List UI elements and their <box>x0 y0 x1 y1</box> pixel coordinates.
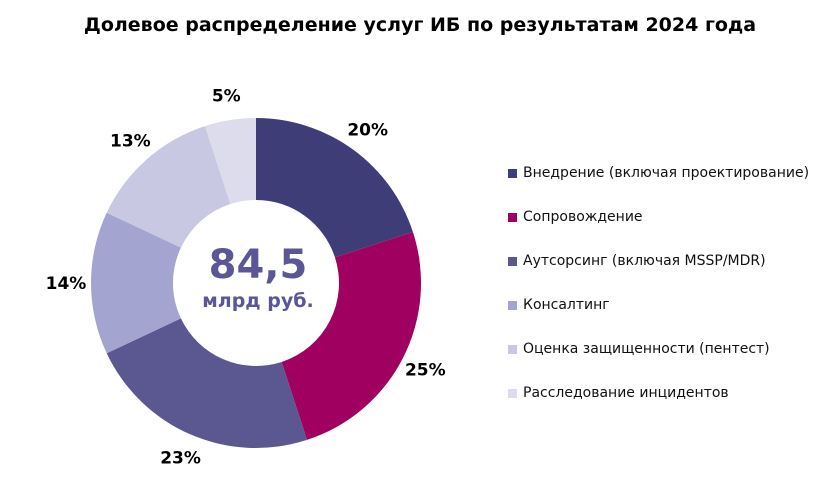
legend-label: Оценка защищенности (пентест) <box>523 341 770 357</box>
donut-slice <box>281 232 421 440</box>
legend-item: Консалтинг <box>508 294 833 316</box>
donut-slice <box>106 126 231 248</box>
legend-swatch <box>508 344 517 354</box>
legend-swatch <box>508 256 517 266</box>
center-unit: млрд руб. <box>202 290 313 312</box>
slice-label: 13% <box>110 131 151 151</box>
legend-swatch <box>508 212 517 222</box>
legend-item: Аутсорсинг (включая MSSP/MDR) <box>508 250 833 272</box>
legend-label: Сопровождение <box>523 209 643 225</box>
legend-swatch <box>508 300 517 310</box>
legend-item: Расследование инцидентов <box>508 382 833 404</box>
slice-label: 5% <box>212 86 241 106</box>
chart-title: Долевое распределение услуг ИБ по резуль… <box>83 14 757 36</box>
slice-label: 25% <box>405 360 446 380</box>
legend-swatch <box>508 168 517 178</box>
donut-slice <box>106 318 307 448</box>
legend-swatch <box>508 388 517 398</box>
chart-legend: Внедрение (включая проектирование) Сопро… <box>508 162 833 426</box>
legend-item: Внедрение (включая проектирование) <box>508 162 833 184</box>
slice-label: 14% <box>46 274 87 294</box>
donut-slice <box>256 118 413 258</box>
slice-label: 23% <box>160 448 201 468</box>
slice-label: 20% <box>347 120 388 140</box>
legend-item: Оценка защищенности (пентест) <box>508 338 833 360</box>
donut-chart: 20% 25% 23% 14% 13% 5% 84,5 млрд руб. <box>46 86 446 468</box>
legend-label: Консалтинг <box>523 297 610 313</box>
center-value: 84,5 <box>209 242 308 288</box>
donut-slice <box>205 118 256 205</box>
legend-label: Расследование инцидентов <box>523 385 729 401</box>
legend-label: Аутсорсинг (включая MSSP/MDR) <box>523 253 766 269</box>
legend-label: Внедрение (включая проектирование) <box>523 165 810 181</box>
donut-slice <box>91 212 181 354</box>
legend-item: Сопровождение <box>508 206 833 228</box>
